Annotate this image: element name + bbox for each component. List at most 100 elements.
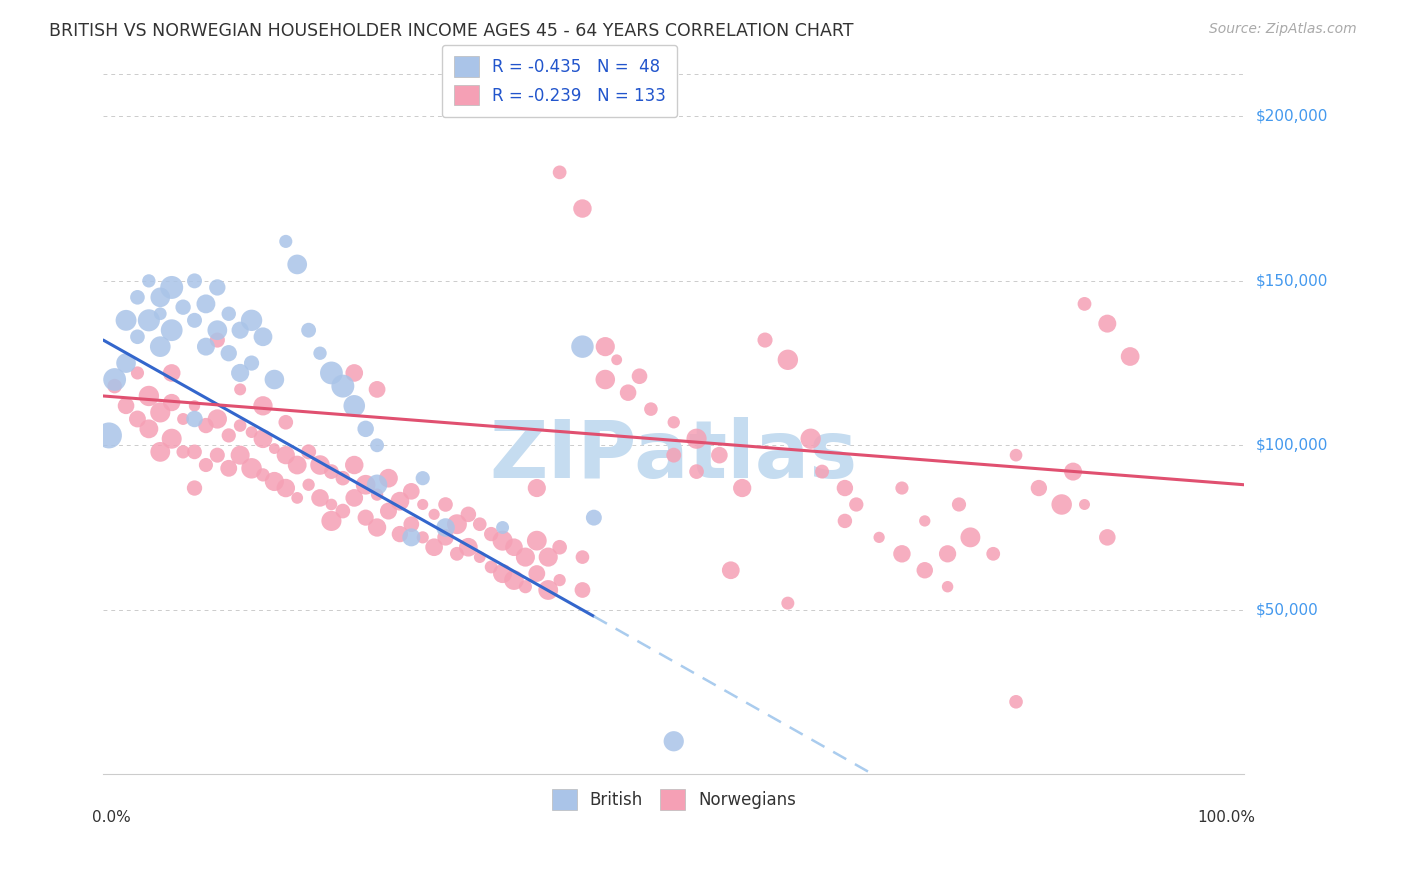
Point	[252, 399, 274, 413]
Point	[138, 422, 160, 436]
Point	[606, 352, 628, 367]
Point	[332, 504, 354, 518]
Point	[526, 566, 548, 581]
Point	[252, 432, 274, 446]
Point	[115, 356, 138, 370]
Point	[240, 425, 263, 439]
Point	[321, 366, 343, 380]
Point	[149, 405, 172, 419]
Point	[104, 372, 127, 386]
Point	[526, 481, 548, 495]
Point	[548, 540, 571, 554]
Point	[160, 366, 183, 380]
Point	[662, 734, 685, 748]
Point	[115, 399, 138, 413]
Point	[321, 498, 343, 512]
Point	[274, 448, 297, 462]
Point	[285, 458, 308, 472]
Point	[401, 517, 423, 532]
Point	[321, 514, 343, 528]
Point	[479, 560, 502, 574]
Point	[149, 445, 172, 459]
Point	[183, 274, 205, 288]
Point	[172, 300, 194, 314]
Point	[149, 307, 172, 321]
Point	[240, 356, 263, 370]
Point	[366, 438, 388, 452]
Point	[332, 379, 354, 393]
Point	[321, 465, 343, 479]
Point	[127, 290, 149, 304]
Point	[571, 550, 593, 565]
Point	[297, 477, 319, 491]
Point	[1050, 498, 1073, 512]
Point	[434, 498, 457, 512]
Point	[172, 412, 194, 426]
Point	[207, 280, 229, 294]
Point	[412, 498, 434, 512]
Point	[388, 494, 411, 508]
Point	[343, 491, 366, 505]
Point	[834, 514, 856, 528]
Point	[354, 477, 377, 491]
Point	[274, 415, 297, 429]
Point	[593, 372, 616, 386]
Point	[160, 280, 183, 294]
Point	[218, 307, 240, 321]
Point	[582, 510, 605, 524]
Point	[354, 422, 377, 436]
Point	[309, 346, 332, 360]
Point	[571, 340, 593, 354]
Point	[127, 366, 149, 380]
Point	[423, 540, 446, 554]
Point	[252, 330, 274, 344]
Point	[160, 432, 183, 446]
Point	[285, 257, 308, 271]
Point	[115, 313, 138, 327]
Point	[388, 527, 411, 541]
Text: 0.0%: 0.0%	[91, 810, 131, 825]
Point	[948, 498, 970, 512]
Point	[366, 383, 388, 397]
Point	[366, 477, 388, 491]
Point	[207, 323, 229, 337]
Point	[274, 481, 297, 495]
Point	[1028, 481, 1050, 495]
Point	[1073, 498, 1095, 512]
Text: ZIPatlas: ZIPatlas	[489, 417, 858, 495]
Point	[685, 432, 707, 446]
Point	[160, 323, 183, 337]
Point	[845, 498, 868, 512]
Point	[890, 547, 912, 561]
Point	[446, 547, 468, 561]
Point	[194, 340, 217, 354]
Point	[229, 418, 252, 433]
Point	[981, 547, 1004, 561]
Point	[936, 580, 959, 594]
Point	[503, 540, 526, 554]
Point	[457, 508, 479, 522]
Point	[548, 573, 571, 587]
Point	[127, 330, 149, 344]
Text: 100.0%: 100.0%	[1198, 810, 1256, 825]
Point	[731, 481, 754, 495]
Point	[1073, 297, 1095, 311]
Text: BRITISH VS NORWEGIAN HOUSEHOLDER INCOME AGES 45 - 64 YEARS CORRELATION CHART: BRITISH VS NORWEGIAN HOUSEHOLDER INCOME …	[49, 22, 853, 40]
Point	[207, 448, 229, 462]
Point	[401, 530, 423, 544]
Point	[446, 517, 468, 532]
Text: $100,000: $100,000	[1256, 438, 1327, 453]
Point	[97, 428, 120, 442]
Point	[412, 530, 434, 544]
Point	[127, 412, 149, 426]
Point	[571, 582, 593, 597]
Point	[434, 520, 457, 534]
Point	[172, 445, 194, 459]
Point	[515, 580, 537, 594]
Point	[149, 290, 172, 304]
Point	[377, 504, 399, 518]
Point	[1005, 448, 1028, 462]
Point	[229, 448, 252, 462]
Point	[297, 323, 319, 337]
Point	[1119, 350, 1142, 364]
